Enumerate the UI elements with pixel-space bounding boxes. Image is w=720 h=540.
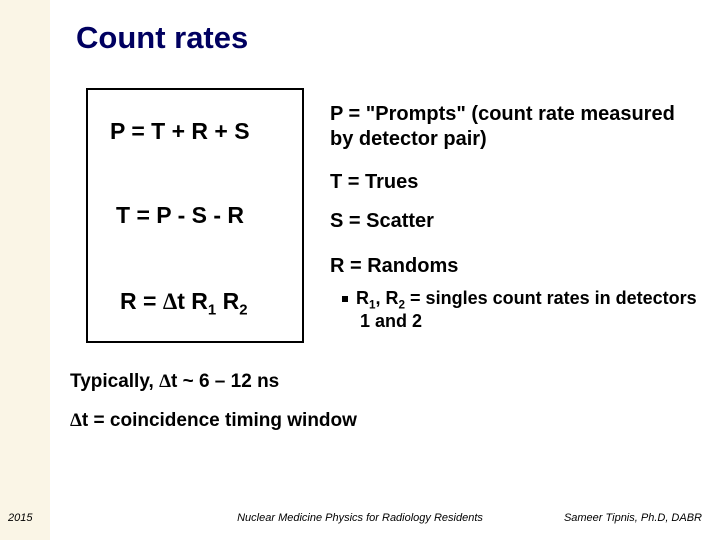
formula-r-r2: R <box>216 288 239 314</box>
note-typical: Typically, Δt ~ 6 – 12 ns <box>70 370 357 395</box>
note-window: Δt = coincidence timing window <box>70 409 357 434</box>
rsub-pre: R <box>356 288 369 308</box>
footer-author: Sameer Tipnis, Ph.D, DABR <box>564 512 702 524</box>
formula-trues: T = P - S - R <box>116 202 244 229</box>
delta-symbol: Δ <box>159 371 171 392</box>
bullet-icon <box>342 296 348 302</box>
slide: Count rates P = T + R + S T = P - S - R … <box>0 0 720 540</box>
note1-post: t ~ 6 – 12 ns <box>171 371 279 392</box>
formula-r-sub1: 1 <box>208 302 216 319</box>
delta-symbol: Δ <box>163 289 177 314</box>
def-prompts: P = "Prompts" (count rate measured by de… <box>330 102 700 152</box>
def-randoms: R = Randoms <box>330 254 700 279</box>
left-accent-band <box>0 0 50 540</box>
definitions: P = "Prompts" (count rate measured by de… <box>330 102 700 334</box>
formula-randoms: R = Δt R1 R2 <box>120 288 248 315</box>
def-scatter: S = Scatter <box>330 209 700 234</box>
formula-r-pre: R = <box>120 288 163 314</box>
rsub-post: = singles count rates in detectors 1 and… <box>360 288 697 331</box>
formula-r-sub2: 2 <box>239 302 247 319</box>
notes: Typically, Δt ~ 6 – 12 ns Δt = coinciden… <box>70 370 357 447</box>
page-title: Count rates <box>76 20 248 56</box>
def-trues: T = Trues <box>330 170 700 195</box>
rsub-mid: , R <box>376 288 399 308</box>
note1-pre: Typically, <box>70 371 159 392</box>
formula-r-mid: t R <box>177 288 208 314</box>
delta-symbol: Δ <box>70 410 82 431</box>
formula-prompts: P = T + R + S <box>110 118 250 145</box>
def-randoms-sub: R1, R2 = singles count rates in detector… <box>360 287 700 334</box>
note2-post: t = coincidence timing window <box>82 410 357 431</box>
